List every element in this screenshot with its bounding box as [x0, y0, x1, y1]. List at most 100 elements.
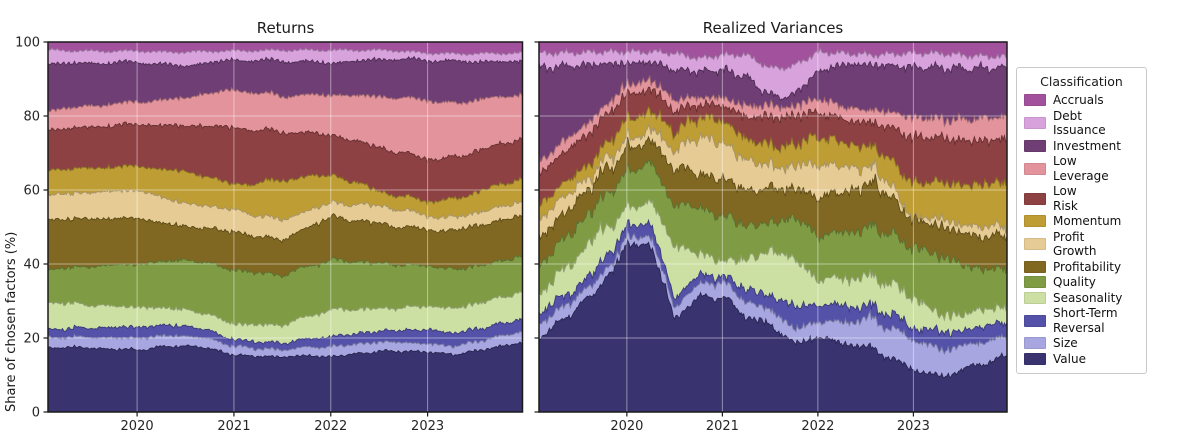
- area-edge: [47, 187, 523, 223]
- y-tick-label: 0: [32, 406, 40, 421]
- area-edge: [538, 105, 1008, 208]
- area-investment: [48, 56, 523, 112]
- legend-item: Profit Growth: [1024, 230, 1139, 259]
- legend-label: Quality: [1053, 275, 1096, 289]
- returns-chart-title: Returns: [256, 19, 315, 37]
- legend-swatch: [1024, 139, 1046, 152]
- legend-swatch: [1024, 314, 1046, 327]
- area-edge: [538, 59, 1008, 102]
- x-tick-label: 2023: [411, 419, 444, 434]
- x-tick-label: 2022: [314, 419, 347, 434]
- legend-label: Low Risk: [1053, 184, 1078, 213]
- legend-swatch: [1024, 238, 1046, 250]
- legend-item: Accruals: [1024, 93, 1139, 108]
- legend-label: Low Leverage: [1053, 154, 1109, 183]
- legend-item: Size: [1024, 336, 1139, 351]
- legend-label: Short-Term Reversal: [1053, 306, 1118, 335]
- area-edge: [538, 135, 1008, 243]
- area-edge: [538, 74, 1008, 163]
- area-size: [539, 231, 1007, 378]
- legend-label: Momentum: [1053, 214, 1122, 228]
- legend-swatch: [1024, 276, 1046, 289]
- area-seasonality: [539, 199, 1007, 338]
- legend-swatch: [1024, 260, 1046, 273]
- area-edge: [47, 86, 523, 113]
- area-quality: [539, 159, 1007, 321]
- area-edge: [47, 47, 523, 57]
- area-seasonality: [48, 290, 523, 345]
- plot-border: [47, 41, 524, 413]
- legend-label: Seasonality: [1053, 290, 1123, 305]
- y-tick-label: 100: [15, 36, 40, 51]
- legend-title: Classification: [1040, 74, 1123, 89]
- legend-item: Quality: [1024, 275, 1139, 290]
- area-momentum: [539, 106, 1007, 234]
- legend-label: Size: [1053, 336, 1078, 350]
- legend-item: Debt Issuance: [1024, 109, 1139, 138]
- y-tick-label: 60: [23, 184, 40, 199]
- legend-label: Profitability: [1053, 259, 1122, 274]
- legend-label: Value: [1053, 351, 1086, 366]
- area-profit-growth: [539, 124, 1007, 242]
- x-tick-label: 2023: [897, 419, 930, 434]
- x-tick-label: 2021: [706, 419, 739, 434]
- area-short-term-reversal: [539, 219, 1007, 354]
- x-tick-label: 2022: [801, 419, 834, 434]
- area-profit-growth: [48, 188, 523, 243]
- area-quality: [48, 255, 523, 328]
- legend-item: Value: [1024, 352, 1139, 367]
- area-momentum: [48, 164, 523, 222]
- legend-label: Investment: [1053, 138, 1121, 153]
- y-tick-label: 80: [23, 110, 40, 125]
- legend-swatch: [1024, 192, 1046, 205]
- area-edge: [47, 121, 523, 164]
- area-debt-issuance: [539, 48, 1007, 101]
- area-edge: [538, 158, 1008, 275]
- area-edge: [47, 55, 523, 70]
- area-value: [539, 240, 1007, 412]
- legend-item: Short-Term Reversal: [1024, 306, 1139, 335]
- area-edge: [47, 213, 523, 244]
- legend-items: Accruals Debt Issuance Investment Low Lever…: [1024, 93, 1139, 366]
- area-accruals: [48, 42, 523, 56]
- legend: Classification Accruals Debt Issuance Inve…: [1016, 67, 1147, 374]
- x-tick-label: 2020: [121, 419, 154, 434]
- area-edge: [47, 317, 523, 346]
- area-low-leverage: [539, 76, 1007, 176]
- area-edge: [47, 341, 523, 359]
- area-edge: [538, 238, 1008, 379]
- area-debt-issuance: [48, 47, 523, 69]
- legend-label: Accruals: [1053, 93, 1104, 107]
- legend-item: Investment: [1024, 139, 1139, 154]
- area-edge: [538, 123, 1008, 234]
- legend-label: Debt Issuance: [1053, 108, 1106, 138]
- area-edge: [538, 230, 1008, 355]
- legend-swatch: [1024, 215, 1046, 228]
- legend-item: Profitability: [1024, 260, 1139, 275]
- legend-swatch: [1024, 162, 1046, 175]
- legend-item: Seasonality: [1024, 291, 1139, 306]
- area-edge: [538, 218, 1008, 340]
- x-tick-label: 2020: [610, 419, 643, 434]
- y-tick-label: 20: [23, 332, 40, 347]
- legend-item: Momentum: [1024, 214, 1139, 229]
- area-short-term-reversal: [48, 318, 523, 352]
- area-low-risk: [48, 122, 523, 205]
- area-edge: [538, 86, 1008, 177]
- plot-border: [538, 41, 1008, 413]
- legend-swatch: [1024, 291, 1046, 304]
- y-tick-label: 40: [23, 258, 40, 273]
- x-tick-label: 2021: [217, 419, 250, 434]
- legend-swatch: [1024, 94, 1046, 107]
- area-low-leverage: [48, 87, 523, 163]
- legend-label: Profit Growth: [1053, 229, 1097, 259]
- area-edge: [47, 330, 523, 353]
- area-value: [48, 342, 523, 412]
- legend-item: Low Leverage: [1024, 154, 1139, 183]
- area-edge: [47, 254, 523, 279]
- legend-swatch: [1024, 117, 1046, 129]
- legend-item: Low Risk: [1024, 184, 1139, 213]
- area-edge: [538, 47, 1008, 72]
